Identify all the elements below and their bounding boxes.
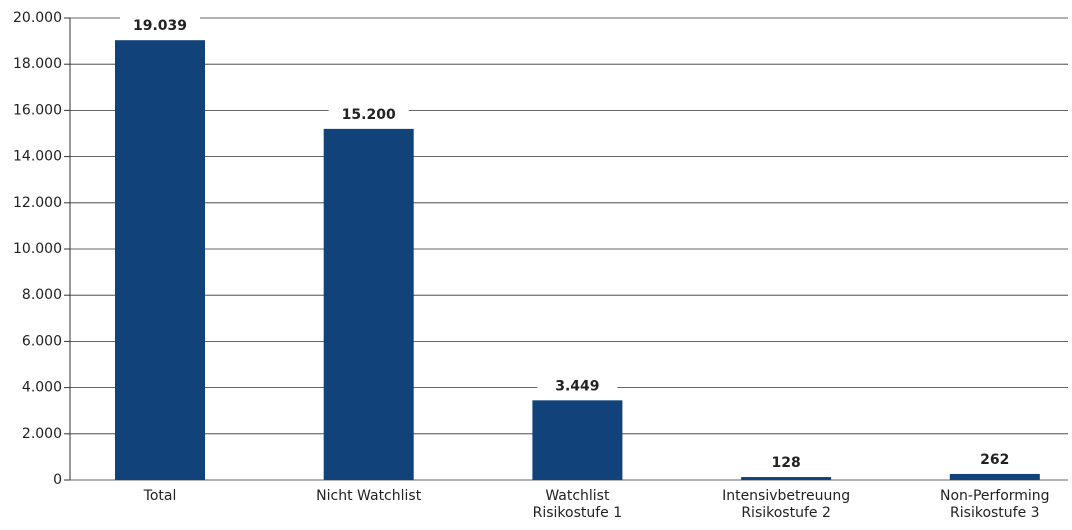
x-tick-label: Nicht Watchlist	[316, 488, 422, 504]
value-label: 3.449	[555, 378, 599, 394]
bar	[115, 40, 205, 481]
value-label-bg	[746, 453, 827, 474]
value-label-bg	[954, 449, 1035, 470]
y-tick-label: 16.000	[13, 102, 62, 118]
x-tick-label: Watchlist Risikostufe 1	[532, 488, 623, 521]
value-label: 15.200	[342, 107, 396, 123]
x-tick-label: Total	[143, 488, 177, 504]
x-tick-label: Intensivbetreuung Risikostufe 2	[722, 488, 851, 521]
y-tick-label: 10.000	[13, 241, 62, 257]
value-label: 262	[980, 452, 1009, 468]
y-tick-label: 20.000	[13, 10, 62, 26]
y-tick-label: 6.000	[22, 333, 62, 349]
value-label-bg	[537, 376, 618, 397]
value-label: 19.039	[133, 18, 187, 34]
bar	[532, 400, 623, 480]
bar	[949, 473, 1040, 480]
y-tick-label: 8.000	[22, 287, 62, 303]
value-label-bg	[120, 16, 200, 37]
y-tick-label: 2.000	[22, 426, 62, 442]
y-tick-label: 12.000	[13, 195, 62, 211]
bar	[741, 477, 832, 480]
y-tick-label: 0	[53, 472, 62, 488]
y-tick-label: 18.000	[13, 56, 62, 72]
value-label-bg	[328, 104, 409, 125]
y-tick-label: 14.000	[13, 149, 62, 165]
x-tick-label: Non-Performing Risikostufe 3	[940, 488, 1050, 521]
value-label: 128	[771, 455, 800, 471]
y-tick-label: 4.000	[22, 380, 62, 396]
bar	[323, 128, 414, 480]
